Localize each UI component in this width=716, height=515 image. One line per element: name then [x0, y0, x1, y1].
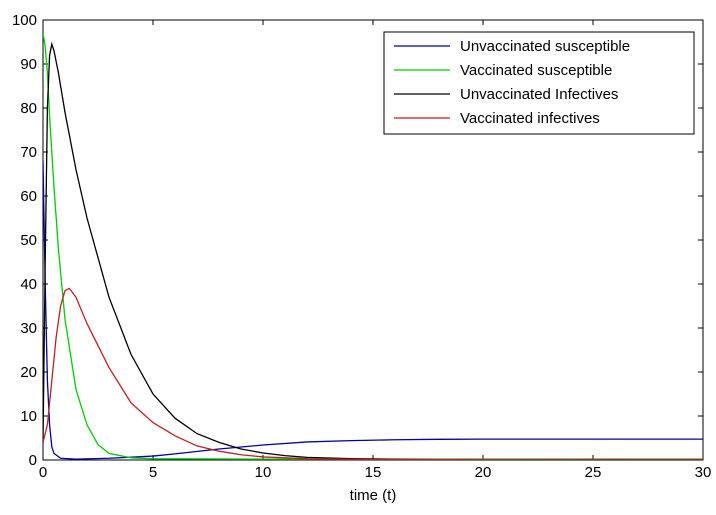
legend-box	[383, 31, 695, 135]
x-tick-label: 20	[475, 464, 492, 481]
series-line-unvaccinated-infectives	[43, 41, 703, 460]
legend-label: Vaccinated infectives	[460, 110, 600, 127]
series-line-unvaccinated-susceptible	[43, 160, 703, 460]
x-tick-label: 15	[365, 464, 382, 481]
y-tick-label: 70	[20, 144, 37, 161]
y-tick-label: 100	[12, 12, 37, 29]
y-tick-label: 80	[20, 100, 37, 117]
series-line-vaccinated-infectives	[43, 287, 703, 460]
y-tick-label: 20	[20, 364, 37, 381]
x-tick-label: 0	[39, 464, 47, 481]
x-tick-label: 10	[255, 464, 272, 481]
x-tick-label: 25	[585, 464, 602, 481]
x-tick-label: 30	[695, 464, 712, 481]
y-tick-label: 60	[20, 188, 37, 205]
x-tick-label: 5	[149, 464, 157, 481]
y-tick-label: 10	[20, 408, 37, 425]
legend-label: Unvaccinated Infectives	[460, 86, 618, 103]
x-axis-title: time (t)	[350, 487, 397, 504]
y-tick-label: 0	[29, 452, 37, 469]
legend: Unvaccinated susceptible Vaccinated susce…	[383, 31, 695, 135]
y-tick-label: 30	[20, 320, 37, 337]
legend-label: Unvaccinated susceptible	[460, 38, 630, 55]
legend-label: Vaccinated susceptible	[460, 62, 612, 79]
series-group	[43, 33, 703, 460]
y-tick-label: 50	[20, 232, 37, 249]
y-tick-label: 90	[20, 56, 37, 73]
y-tick-label: 40	[20, 276, 37, 293]
